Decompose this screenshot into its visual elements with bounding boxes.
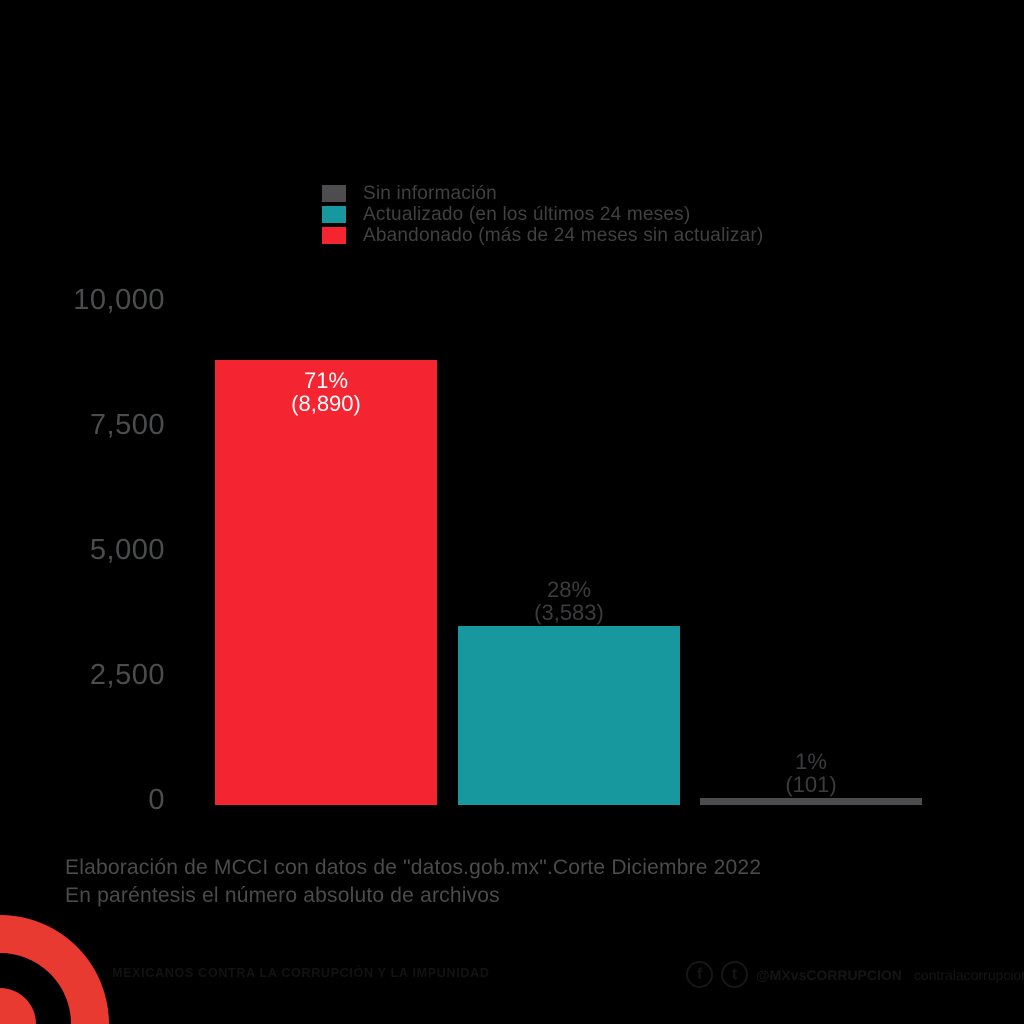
website-url: contralacorrupcion.mx <box>913 966 1024 983</box>
y-axis-tick-5000: 5,000 <box>89 534 165 566</box>
legend-label: Sin información <box>363 182 497 204</box>
bar-value-label-abandonado: 71% (8,890) <box>291 369 361 415</box>
source-note: Elaboración de MCCI con datos de "datos.… <box>65 856 762 879</box>
methodology-note: En paréntesis el número absoluto de arch… <box>65 884 500 907</box>
y-axis-tick-2500: 2,500 <box>89 659 165 691</box>
bar-value-label-actualizado: 28% (3,583) <box>534 578 604 624</box>
social-handle: @MXvsCORRUPCION <box>756 966 902 983</box>
bar-sin-informacion <box>700 798 922 805</box>
bar-abs-label: (8,890) <box>291 391 361 416</box>
legend-swatch-teal <box>322 206 346 223</box>
legend-item-sin-informacion: Sin información <box>322 183 763 204</box>
bar-actualizado <box>458 626 680 805</box>
twitter-icon: t <box>721 961 748 988</box>
legend-item-actualizado: Actualizado (en los últimos 24 meses) <box>322 204 763 225</box>
logo-inner-disc <box>0 988 36 1024</box>
bar-pct-label: 28% <box>546 577 592 602</box>
bar-value-label-sin-informacion: 1% (101) <box>785 750 836 796</box>
bar-abs-label: (3,583) <box>534 600 604 625</box>
facebook-icon: f <box>686 961 713 988</box>
social-row: f t @MXvsCORRUPCION contralacorrupcion.m… <box>686 961 1024 988</box>
legend-item-abandonado: Abandonado (más de 24 meses sin actualiz… <box>322 225 763 246</box>
legend-label: Actualizado (en los últimos 24 meses) <box>363 203 691 225</box>
brand-name-text: MEXICANOS CONTRA LA CORRUPCIÓN Y LA IMPU… <box>112 966 490 980</box>
y-axis-tick-0: 0 <box>148 784 165 816</box>
legend-swatch-gray <box>322 185 346 202</box>
footnote: Elaboración de MCCI con datos de "datos.… <box>65 854 761 910</box>
mcci-logo <box>0 915 109 1024</box>
y-axis-tick-10000: 10,000 <box>73 284 165 316</box>
legend-label: Abandonado (más de 24 meses sin actualiz… <box>363 224 764 246</box>
bar-pct-label: 71% <box>303 368 349 393</box>
legend-swatch-red <box>322 227 346 244</box>
y-axis-tick-7500: 7,500 <box>89 409 165 441</box>
bar-pct-label: 1% <box>795 749 827 774</box>
bar-abs-label: (101) <box>785 772 837 797</box>
chart-legend: Sin información Actualizado (en los últi… <box>322 183 763 246</box>
bar-abandonado <box>215 360 437 805</box>
